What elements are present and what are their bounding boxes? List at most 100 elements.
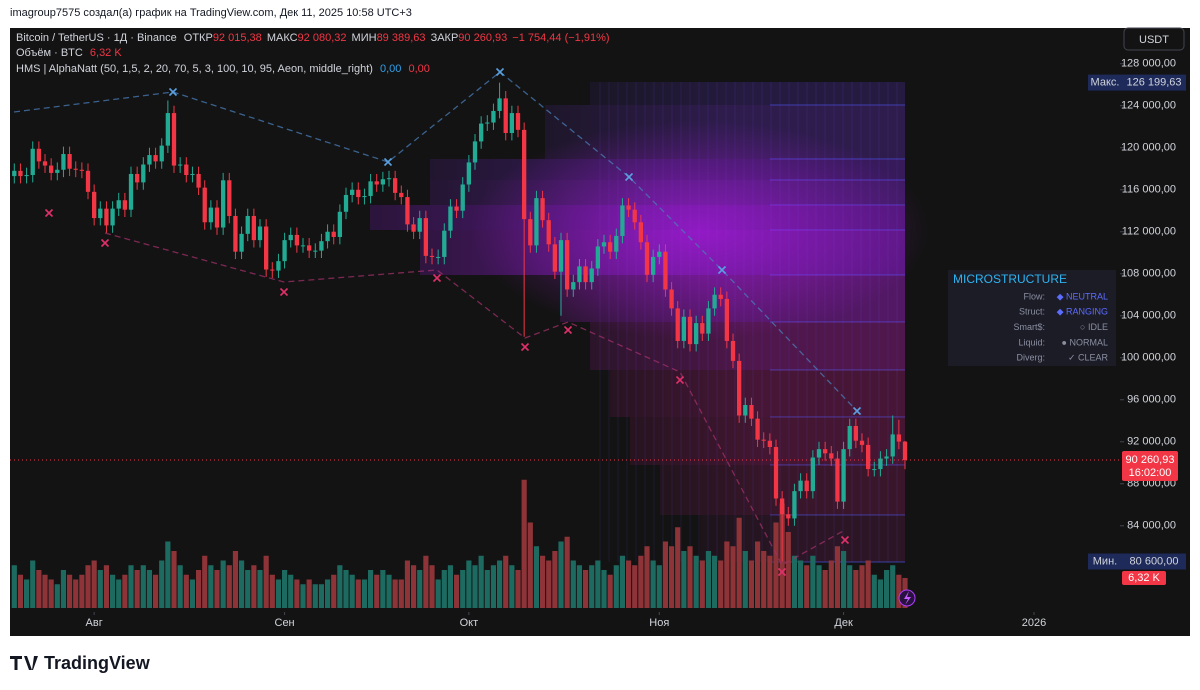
indicator-name: HMS | AlphaNatt (50, 1,5, 2, 20, 70, 5, …: [16, 63, 373, 75]
candle-body: [816, 449, 822, 458]
candle-body: [878, 458, 883, 470]
volume-bar: [711, 555, 718, 608]
candle-body: [147, 155, 152, 165]
price-tag-label: 126 199,63: [1126, 77, 1181, 89]
candle-body: [18, 170, 23, 177]
pivot-marker: [44, 208, 54, 218]
candle-body: [853, 426, 859, 441]
candle-body: [460, 184, 465, 211]
candle-body: [135, 173, 140, 183]
volume-bar: [478, 555, 484, 608]
volume-bar: [816, 565, 822, 608]
volume-bar: [196, 570, 202, 608]
y-tick-label: 92 000,00: [1127, 436, 1176, 448]
candle-body: [571, 282, 576, 290]
candle-body: [233, 215, 238, 252]
candle-body: [399, 192, 404, 198]
volume-bar: [423, 555, 429, 608]
candle-body: [798, 480, 803, 492]
volume-bar: [871, 574, 877, 608]
y-tick-label: 124 000,00: [1121, 100, 1176, 112]
volume-bar: [116, 579, 122, 608]
price-tag-name: Мин.: [1093, 555, 1117, 567]
candle-body: [98, 208, 103, 219]
pivot-marker: [675, 375, 685, 385]
volume-bar: [650, 560, 656, 608]
volume-bar: [607, 574, 613, 608]
volume-bar: [834, 546, 841, 608]
volume-bar: [810, 555, 816, 608]
brand-name: TradingView: [44, 653, 151, 673]
volume-bar: [699, 560, 705, 608]
y-tick-label: 128 000,00: [1121, 58, 1176, 70]
volume-bar: [705, 551, 712, 608]
candle-body: [343, 194, 349, 212]
zigzag-low: [104, 232, 846, 566]
candle-body: [92, 191, 97, 219]
candle-body: [356, 189, 361, 198]
candle-body: [675, 308, 680, 341]
candle-body: [736, 360, 742, 416]
y-tick-label: 100 000,00: [1121, 352, 1176, 364]
volume-bar: [853, 570, 859, 608]
volume-bar: [613, 565, 619, 608]
microstructure-panel: [948, 270, 1116, 366]
volume-bar: [122, 574, 128, 608]
candle-body: [822, 449, 828, 454]
volume-bar: [275, 579, 282, 608]
volume-bar: [110, 574, 116, 608]
candle-body: [417, 218, 422, 232]
candle-body: [614, 235, 619, 252]
candle-body: [472, 141, 478, 163]
volume-bar: [177, 565, 183, 608]
volume-bar: [398, 579, 404, 608]
candle-body: [583, 266, 588, 283]
volume-bars: [11, 479, 908, 608]
panel-row-value: ✓ CLEAR: [1068, 353, 1109, 363]
candle-body: [227, 180, 232, 216]
panel-title: MICROSTRUCTURE: [953, 272, 1067, 286]
volume-bar: [724, 541, 730, 608]
volume-tag-label: 6,32 K: [1128, 572, 1160, 584]
currency-button[interactable]: [1123, 27, 1185, 51]
volume-bar: [718, 560, 724, 608]
volume-bar: [533, 546, 540, 608]
profile-glow: [470, 120, 930, 340]
pivot-marker: [852, 406, 862, 416]
pivot-marker: [563, 325, 573, 335]
volume-bar: [374, 574, 380, 608]
volume-bar: [644, 546, 650, 608]
currency[interactable]: USDT: [1139, 34, 1169, 46]
candle-body: [264, 226, 269, 270]
volume-bar: [48, 579, 54, 608]
y-tick-label: 104 000,00: [1121, 310, 1176, 322]
candle-body: [24, 175, 29, 177]
candle-body: [30, 148, 35, 176]
volume-bar: [24, 579, 30, 608]
y-tick-label: 112 000,00: [1122, 226, 1176, 238]
candle-body: [773, 447, 779, 499]
candle-body: [350, 189, 355, 195]
volume-bar: [343, 570, 349, 608]
volume-bar: [355, 579, 361, 608]
candle-body: [829, 453, 834, 459]
candle-body: [835, 458, 840, 502]
legend-key: МИН: [352, 32, 377, 44]
volume-bar: [804, 565, 810, 608]
volume-bar: [877, 579, 884, 608]
x-tick-label: Окт: [460, 617, 479, 629]
candle-body: [804, 480, 809, 492]
candle-body: [687, 316, 693, 345]
pivot-marker: [840, 535, 850, 545]
price-tag-box: [1122, 74, 1186, 91]
candle-body: [546, 220, 551, 245]
volume-bar: [441, 570, 447, 608]
candle-body: [693, 323, 699, 345]
volume-bar: [214, 570, 220, 608]
legend-value: 90 260,93: [458, 32, 507, 44]
volume-bar: [189, 579, 196, 608]
legend-value: 92 015,38: [213, 32, 262, 44]
candle-body: [558, 240, 564, 272]
